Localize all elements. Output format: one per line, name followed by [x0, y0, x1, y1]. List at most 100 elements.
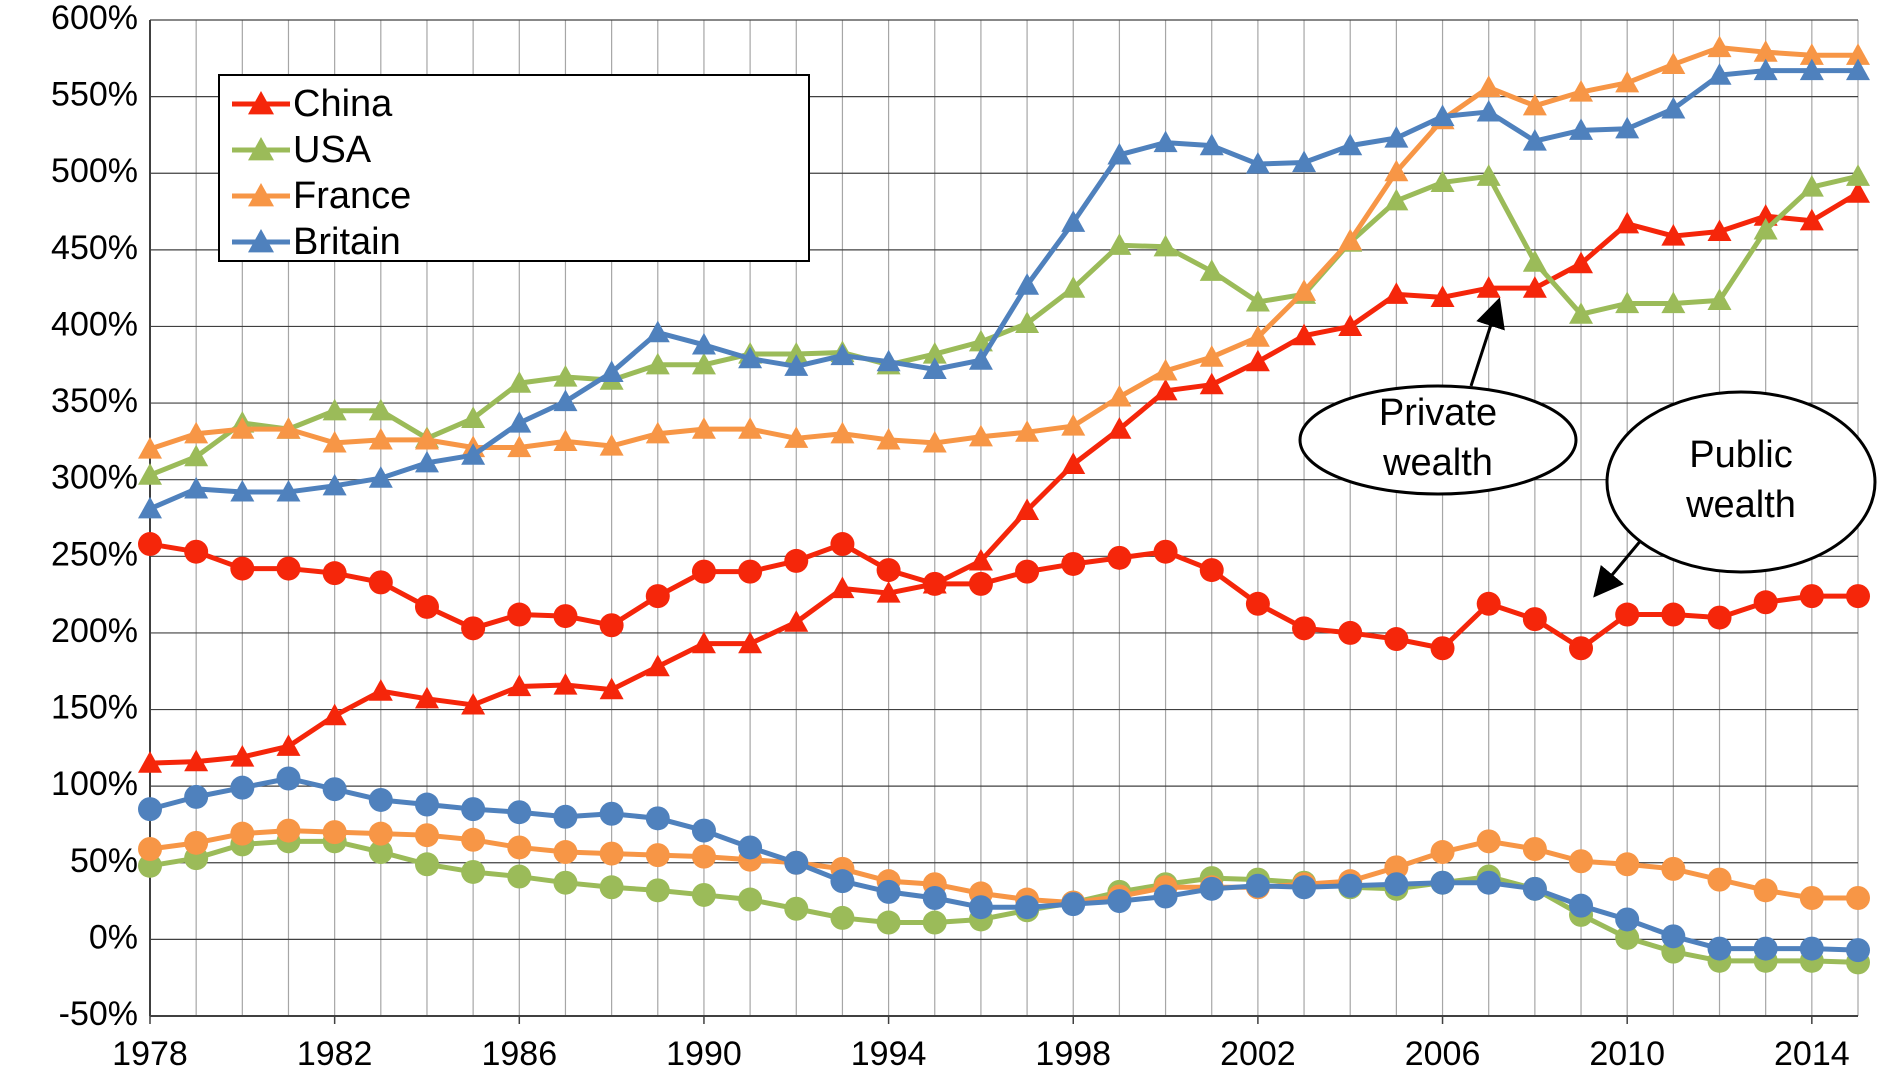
marker-triangle	[1199, 133, 1224, 156]
marker-triangle	[1153, 234, 1178, 257]
marker-triangle	[1476, 276, 1501, 298]
annotation-text: wealth	[1685, 484, 1796, 526]
marker-triangle	[1430, 170, 1455, 193]
marker-triangle	[1061, 276, 1086, 298]
series-line	[149, 68, 1858, 512]
marker-triangle	[784, 342, 809, 364]
marker-circle	[1522, 876, 1547, 901]
marker-triangle	[138, 437, 162, 459]
marker-triangle	[922, 430, 947, 453]
marker-triangle	[322, 398, 347, 421]
marker-circle	[876, 910, 901, 935]
x-tick-label: 1978	[112, 1035, 188, 1073]
marker-circle	[1661, 856, 1686, 881]
marker-triangle	[1799, 208, 1824, 231]
marker-triangle	[1107, 417, 1132, 439]
legend-label: USA	[293, 129, 372, 171]
marker-circle	[922, 910, 947, 935]
marker-circle	[645, 584, 670, 609]
marker-circle	[414, 792, 439, 817]
marker-triangle	[1245, 152, 1270, 174]
y-tick-label: 300%	[51, 459, 138, 497]
marker-circle	[138, 532, 162, 557]
marker-circle	[1061, 892, 1086, 917]
marker-circle	[1292, 616, 1317, 641]
marker-circle	[138, 853, 162, 878]
marker-circle	[1430, 870, 1455, 895]
marker-triangle	[1707, 288, 1732, 311]
marker-triangle	[1799, 175, 1824, 197]
marker-triangle	[1753, 40, 1778, 62]
marker-circle	[738, 835, 763, 860]
marker-circle	[1015, 895, 1040, 920]
annotation-arrow	[1469, 297, 1505, 387]
series-line	[149, 828, 1858, 906]
marker-triangle	[184, 749, 209, 772]
marker-triangle	[1061, 414, 1086, 436]
y-tick-label: 450%	[51, 229, 138, 267]
marker-triangle	[1338, 228, 1363, 251]
marker-triangle	[922, 342, 947, 364]
x-tick-label: 1982	[297, 1035, 373, 1073]
marker-triangle	[1430, 285, 1455, 307]
marker-circle	[414, 823, 439, 848]
marker-circle	[830, 532, 855, 557]
marker-triangle	[1846, 181, 1870, 203]
marker-circle	[461, 797, 486, 822]
marker-circle	[1615, 925, 1640, 950]
marker-triangle	[1661, 224, 1686, 246]
marker-triangle	[738, 631, 763, 654]
marker-triangle	[230, 745, 255, 767]
marker-triangle	[1384, 125, 1409, 148]
marker-triangle	[968, 548, 993, 571]
marker-circle	[1846, 938, 1870, 963]
marker-triangle	[1522, 93, 1547, 116]
marker-triangle	[1199, 372, 1224, 395]
marker-triangle	[1522, 250, 1547, 272]
marker-triangle	[876, 349, 901, 372]
marker-circle	[1476, 591, 1501, 616]
annotation-bubble	[1298, 384, 1578, 496]
marker-circle	[461, 616, 486, 641]
marker-triangle	[691, 631, 716, 654]
marker-circle	[1338, 620, 1363, 645]
marker-circle	[1661, 602, 1686, 627]
marker-triangle	[1199, 345, 1224, 367]
marker-circle	[507, 835, 532, 860]
marker-circle	[645, 878, 670, 903]
marker-triangle	[1015, 420, 1040, 442]
marker-circle	[1384, 855, 1409, 880]
marker-triangle	[1476, 99, 1501, 122]
marker-circle	[1707, 867, 1732, 892]
marker-triangle	[1384, 282, 1409, 304]
legend-marker	[248, 137, 274, 161]
marker-triangle	[1569, 251, 1594, 274]
marker-triangle	[1569, 302, 1594, 324]
marker-circle	[876, 879, 901, 904]
marker-triangle	[414, 686, 439, 709]
y-tick-label: 150%	[51, 689, 138, 727]
marker-triangle	[784, 610, 809, 632]
marker-triangle	[1569, 80, 1594, 102]
marker-circle	[322, 777, 347, 802]
marker-circle	[599, 841, 624, 866]
x-tick-label: 1998	[1035, 1035, 1111, 1073]
marker-circle	[1569, 849, 1594, 874]
marker-triangle	[461, 443, 486, 465]
marker-circle	[1384, 872, 1409, 897]
y-tick-label: 500%	[51, 152, 138, 190]
marker-circle	[599, 801, 624, 826]
marker-triangle	[461, 692, 486, 715]
marker-triangle	[184, 476, 209, 499]
marker-circle	[184, 784, 209, 809]
marker-circle	[876, 558, 901, 583]
marker-circle	[1615, 602, 1640, 627]
marker-circle	[784, 896, 809, 921]
marker-triangle	[276, 417, 301, 439]
marker-triangle	[1292, 279, 1317, 301]
marker-circle	[1430, 636, 1455, 661]
marker-triangle	[461, 406, 486, 428]
marker-triangle	[922, 357, 947, 379]
marker-triangle	[968, 424, 993, 447]
